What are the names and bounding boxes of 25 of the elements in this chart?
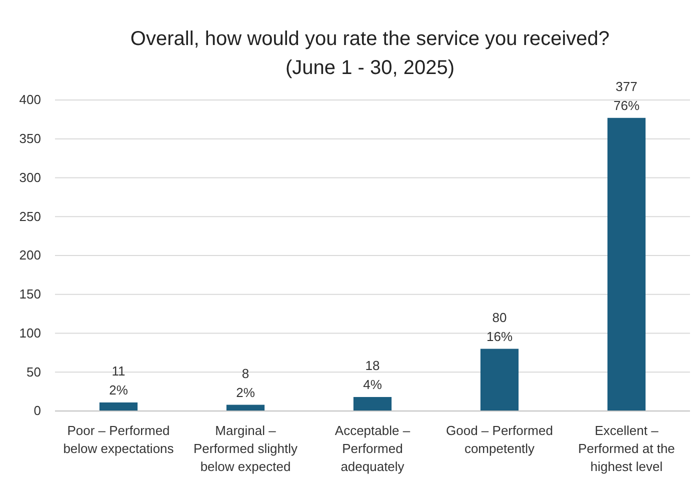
x-tick-label: Poor – Performed below expectations <box>63 423 174 456</box>
y-tick-label: 50 <box>26 364 41 380</box>
y-tick-label: 150 <box>19 286 41 302</box>
data-label: 80 16% <box>486 310 513 344</box>
y-tick-label: 250 <box>19 208 41 224</box>
data-label: 18 4% <box>363 358 382 392</box>
bar <box>99 402 138 411</box>
bar <box>480 348 519 411</box>
y-tick-label: 0 <box>34 403 41 418</box>
y-tick-label: 300 <box>19 170 41 185</box>
x-tick-label: Acceptable – Performed adequately <box>334 423 411 474</box>
bar <box>353 397 392 411</box>
y-tick-label: 200 <box>19 248 41 263</box>
chart-subtitle: (June 1 - 30, 2025) <box>286 57 454 79</box>
data-label: 11 2% <box>109 363 128 398</box>
x-tick-label: Excellent – Performed at the highest level <box>578 423 675 474</box>
data-label: 8 2% <box>236 366 256 400</box>
data-label: 377 76% <box>613 78 640 113</box>
y-tick-label: 350 <box>19 131 41 146</box>
x-tick-label: Marginal – Performed slightly below expected <box>193 423 298 474</box>
chart-title: Overall, how would you rate the service you received? <box>130 28 610 50</box>
bar <box>607 118 646 411</box>
y-tick-label: 100 <box>19 325 41 340</box>
x-tick-label: Good – Performed competently <box>446 423 553 456</box>
y-tick-label: 400 <box>19 92 41 108</box>
